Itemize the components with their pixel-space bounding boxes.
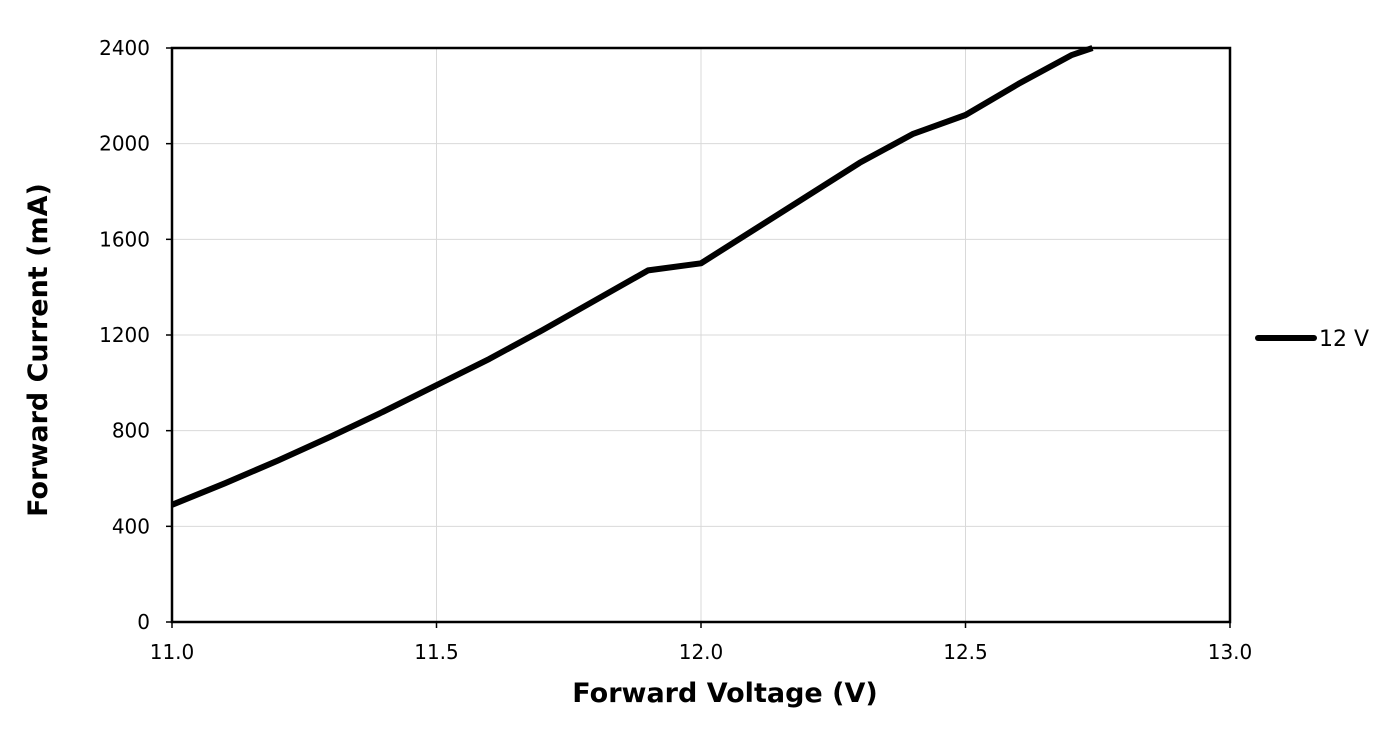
x-axis-ticks: 11.0 11.5 12.0 12.5 13.0	[150, 622, 1253, 664]
x-tick-label: 12.0	[679, 640, 724, 664]
x-tick-label: 11.5	[414, 640, 459, 664]
y-tick-label: 1200	[99, 323, 150, 347]
series-line-12v	[170, 45, 1094, 508]
y-tick-label: 1600	[99, 227, 150, 251]
y-tick-label: 400	[112, 514, 150, 538]
x-axis-title: Forward Voltage (V)	[572, 678, 877, 709]
legend-label: 12 V	[1319, 327, 1369, 352]
y-tick-label: 0	[137, 610, 150, 634]
series-layer	[170, 45, 1094, 508]
legend: 12 V	[1255, 327, 1369, 352]
y-axis-title: Forward Current (mA)	[23, 183, 54, 517]
y-tick-label: 800	[112, 419, 150, 443]
y-tick-label: 2000	[99, 132, 150, 156]
x-tick-label: 13.0	[1208, 640, 1253, 664]
y-tick-label: 2400	[99, 36, 150, 60]
grid-layer	[171, 47, 1231, 623]
y-axis-ticks: 0 400 800 1200 1600 2000 2400	[99, 36, 172, 634]
x-tick-label: 11.0	[150, 640, 195, 664]
x-tick-label: 12.5	[943, 640, 988, 664]
